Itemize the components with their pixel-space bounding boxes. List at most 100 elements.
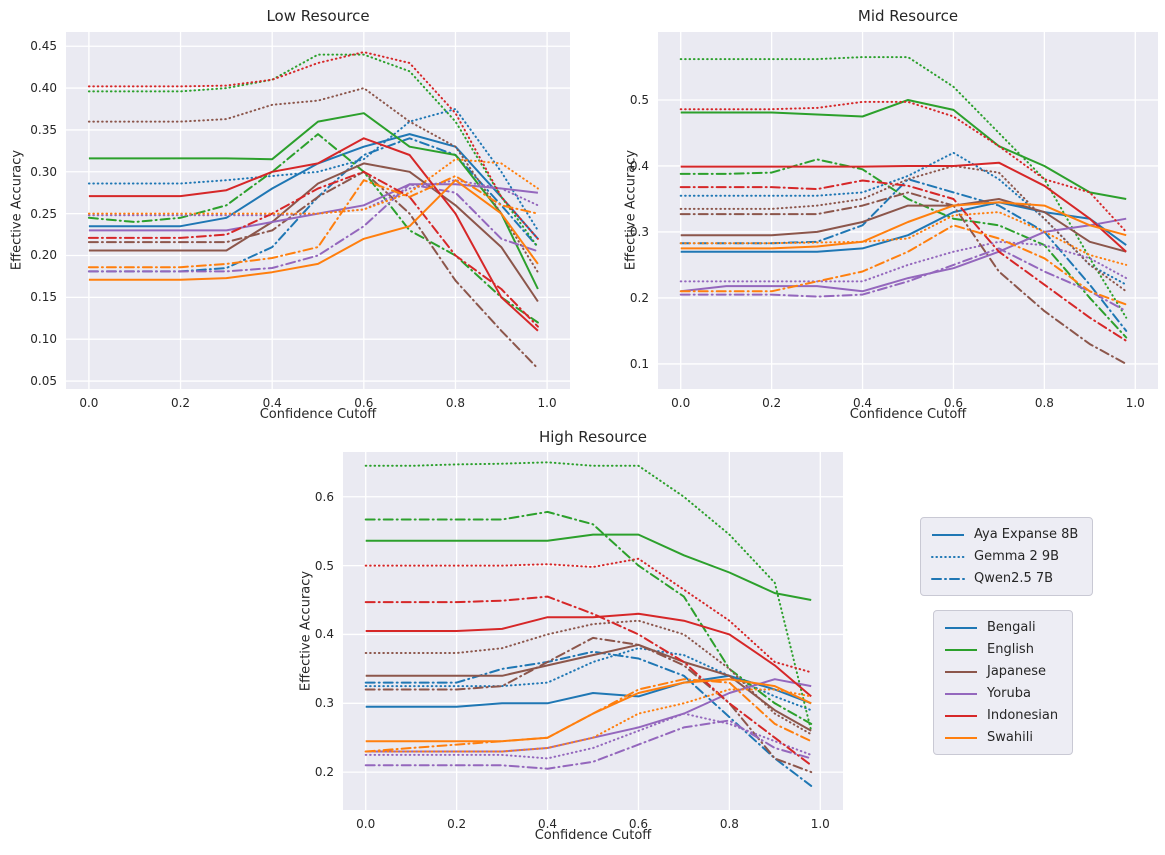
series-high-resource-japanese-gemma-2-9b	[364, 619, 813, 736]
series-mid-resource-bengali-aya-expanse-8b	[680, 201, 1127, 253]
series-mid-resource-japanese-gemma-2-9b	[679, 165, 1128, 293]
legend-line-sample-dashdot	[931, 577, 965, 580]
x-tick-label: 0.6	[354, 396, 374, 410]
x-axis-label-mid: Confidence Cutoff	[849, 407, 967, 422]
x-tick-label: 0.2	[762, 396, 782, 410]
legend-label: English	[987, 642, 1034, 657]
y-tick-label: 0.15	[30, 290, 57, 305]
y-tick-label: 0.25	[30, 206, 57, 221]
y-tick-label: 0.6	[314, 489, 334, 504]
series-high-resource-japanese-aya-expanse-8b	[365, 643, 812, 732]
series-high-resource-english-qwen2-5-7b	[364, 510, 813, 725]
series-low-resource-swahili-aya-expanse-8b	[88, 179, 539, 281]
x-axis-label-high: Confidence Cutoff	[534, 828, 652, 843]
y-tick-label: 0.3	[314, 696, 334, 711]
plot-high-resource	[343, 452, 843, 810]
series-high-resource-yoruba-qwen2-5-7b	[364, 719, 813, 770]
legend-item-indonesian: Indonesian	[944, 708, 1058, 723]
chart-title-low-resource: Low Resource	[266, 7, 370, 25]
series-low-resource-japanese-qwen2-5-7b	[87, 170, 539, 370]
plot-background	[658, 32, 1158, 389]
series-high-resource-english-gemma-2-9b	[364, 461, 813, 732]
series-high-resource-indonesian-aya-expanse-8b	[365, 612, 812, 698]
series-high-resource-yoruba-gemma-2-9b	[364, 712, 813, 760]
x-tick-label: 0.0	[671, 396, 691, 410]
legend-item-japanese: Japanese	[944, 664, 1058, 679]
series-mid-resource-yoruba-aya-expanse-8b	[680, 217, 1127, 293]
y-tick-label: 0.3	[629, 224, 649, 239]
series-high-resource-swahili-qwen2-5-7b	[364, 678, 813, 753]
legend-item-yoruba: Yoruba	[944, 686, 1058, 701]
x-tick-label: 0.2	[170, 396, 191, 410]
series-high-resource-swahili-gemma-2-9b	[364, 688, 813, 753]
y-tick-label: 0.5	[629, 92, 649, 107]
series-mid-resource-english-qwen2-5-7b	[679, 158, 1128, 339]
series-mid-resource-japanese-aya-expanse-8b	[680, 198, 1127, 253]
series-low-resource-swahili-qwen2-5-7b	[87, 175, 539, 269]
legend-item-gemma-2-9b: Gemma 2 9B	[931, 549, 1078, 564]
x-tick-label: 0.6	[628, 817, 648, 831]
legend-models: Aya Expanse 8B Gemma 2 9B Qwen2.5 7B	[920, 517, 1094, 596]
legend-item-qwen2-5-7b: Qwen2.5 7B	[931, 571, 1078, 586]
series-mid-resource-swahili-gemma-2-9b	[679, 211, 1128, 266]
y-tick-label: 0.1	[629, 356, 649, 371]
legend-line-sample-solid	[945, 648, 977, 651]
legend-label: Qwen2.5 7B	[974, 571, 1054, 586]
legend-line-sample-solid	[932, 533, 964, 536]
y-tick-label: 0.2	[629, 290, 649, 305]
legend-label: Gemma 2 9B	[974, 549, 1060, 564]
y-tick-label: 0.5	[314, 558, 334, 573]
plot-mid-resource	[658, 32, 1158, 389]
legend-line-sample-solid	[945, 736, 977, 739]
x-axis-label-low: Confidence Cutoff	[259, 407, 377, 422]
y-tick-label: 0.4	[314, 627, 334, 642]
series-mid-resource-swahili-qwen2-5-7b	[679, 224, 1128, 306]
y-axis-label-low: Effective Accuracy	[9, 149, 25, 271]
series-low-resource-english-aya-expanse-8b	[88, 112, 539, 290]
y-axis-label-high: Effective Accuracy	[298, 570, 314, 692]
x-tick-label: 0.8	[719, 817, 739, 831]
series-low-resource-japanese-gemma-2-9b	[87, 87, 539, 274]
y-tick-label: 0.30	[30, 164, 57, 179]
x-tick-label: 1.0	[1125, 396, 1145, 410]
series-low-resource-swahili-gemma-2-9b	[87, 158, 539, 215]
x-tick-label: 1.0	[810, 817, 830, 831]
chart-title-mid-resource: Mid Resource	[857, 7, 959, 25]
legend-label: Aya Expanse 8B	[974, 527, 1079, 542]
series-mid-resource-yoruba-qwen2-5-7b	[679, 247, 1128, 313]
series-mid-resource-indonesian-gemma-2-9b	[679, 100, 1128, 233]
x-tick-label: 0.8	[445, 396, 465, 410]
plot-low-resource	[66, 32, 570, 389]
legend-label: Swahili	[987, 730, 1033, 745]
series-mid-resource-indonesian-aya-expanse-8b	[680, 161, 1127, 253]
series-low-resource-english-qwen2-5-7b	[87, 133, 539, 324]
y-tick-label: 0.45	[30, 39, 57, 54]
legend-label: Japanese	[987, 664, 1047, 679]
legend-languages: Bengali English Japanese Yoruba Indonesian Sw…	[933, 610, 1074, 755]
legend-line-sample-solid	[945, 714, 977, 717]
series-mid-resource-indonesian-qwen2-5-7b	[679, 179, 1128, 342]
y-tick-label: 0.05	[30, 374, 57, 389]
series-low-resource-yoruba-qwen2-5-7b	[87, 183, 539, 273]
series-high-resource-indonesian-gemma-2-9b	[364, 557, 813, 674]
y-tick-label: 0.40	[30, 81, 57, 96]
y-tick-label: 0.4	[629, 158, 649, 173]
x-tick-label: 0.0	[356, 817, 376, 831]
legend-item-swahili: Swahili	[944, 730, 1058, 745]
series-low-resource-indonesian-qwen2-5-7b	[87, 170, 539, 328]
x-tick-label: 0.2	[447, 817, 467, 831]
y-tick-label: 0.2	[314, 765, 334, 780]
series-mid-resource-bengali-gemma-2-9b	[679, 151, 1128, 286]
series-low-resource-english-gemma-2-9b	[87, 53, 539, 249]
legend-line-sample-solid	[945, 626, 977, 629]
series-mid-resource-japanese-qwen2-5-7b	[679, 191, 1128, 365]
legend-item-english: English	[944, 642, 1058, 657]
legend-item-aya-expanse-8b: Aya Expanse 8B	[931, 527, 1078, 542]
legend-line-sample-solid	[945, 670, 977, 673]
y-tick-label: 0.10	[30, 332, 57, 347]
series-high-resource-bengali-qwen2-5-7b	[364, 650, 813, 787]
series-mid-resource-swahili-aya-expanse-8b	[680, 201, 1127, 250]
series-high-resource-english-aya-expanse-8b	[365, 533, 812, 601]
x-tick-label: 0.8	[1034, 396, 1054, 410]
